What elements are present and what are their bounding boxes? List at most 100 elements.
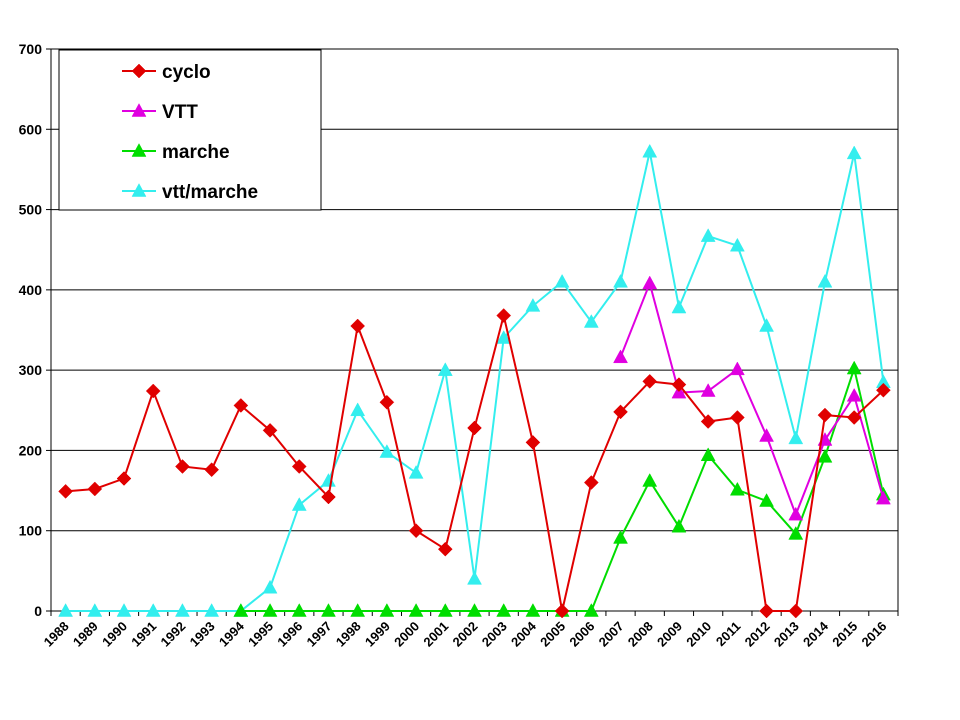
- data-point-1995: [262, 579, 278, 594]
- data-point-1996: [291, 497, 307, 511]
- series-cyclo: [58, 308, 891, 619]
- data-point-2001: [437, 603, 453, 617]
- x-tick-label-2004: 2004: [508, 618, 540, 650]
- data-point-2015: [846, 360, 862, 375]
- data-point-2004: [525, 298, 541, 312]
- series-vtt-marche: [58, 143, 891, 617]
- x-tick-label-1988: 1988: [41, 619, 72, 650]
- legend-label: cyclo: [162, 62, 211, 83]
- data-point-2007: [613, 530, 628, 544]
- legend-marker: [131, 143, 147, 157]
- data-point-1997: [321, 603, 336, 617]
- x-tick-label-2012: 2012: [742, 619, 773, 650]
- x-tick-label-1993: 1993: [187, 619, 218, 650]
- x-tick-label-1997: 1997: [304, 619, 335, 650]
- data-point-1996: [291, 459, 307, 474]
- data-point-2003: [496, 308, 512, 323]
- data-point-2003: [496, 603, 512, 617]
- data-point-2013: [788, 603, 804, 619]
- data-point-1989: [87, 481, 103, 497]
- data-point-2011: [729, 361, 745, 376]
- x-tick-label-2014: 2014: [800, 618, 832, 650]
- data-point-2010: [700, 414, 716, 429]
- x-tick-label-2011: 2011: [713, 619, 744, 650]
- x-tick-label-1989: 1989: [70, 619, 101, 650]
- data-point-1993: [204, 603, 220, 617]
- data-point-2012: [759, 493, 774, 507]
- data-point-1997: [321, 489, 336, 505]
- data-point-1994: [233, 398, 249, 413]
- data-point-1988: [58, 603, 74, 617]
- data-point-1995: [262, 423, 278, 438]
- legend: cyclo VTT marche vtt/marche: [58, 49, 322, 211]
- data-point-1999: [379, 444, 395, 458]
- data-point-2011: [729, 237, 745, 252]
- data-point-2010: [700, 447, 716, 462]
- data-point-1998: [350, 402, 366, 417]
- data-point-2009: [671, 299, 687, 314]
- x-tick-label-2002: 2002: [450, 619, 481, 650]
- x-tick-label-1990: 1990: [99, 619, 130, 650]
- data-point-1997: [321, 473, 336, 487]
- x-tick-label-1995: 1995: [245, 619, 276, 650]
- y-tick-label-300: 300: [19, 362, 43, 378]
- y-axis-ticks: 0 100 200 300 400 500 600 700: [19, 41, 51, 619]
- data-point-2012: [759, 603, 774, 619]
- data-point-1988: [58, 484, 73, 499]
- data-point-2011: [730, 410, 745, 425]
- data-point-2007: [613, 404, 628, 420]
- data-point-1999: [379, 394, 395, 410]
- legend-label: marche: [162, 142, 230, 163]
- data-point-2000: [408, 523, 424, 539]
- series-line: [619, 280, 885, 518]
- data-point-2013: [788, 526, 804, 540]
- data-point-2001: [437, 362, 453, 376]
- data-point-2012: [759, 318, 774, 332]
- data-point-1994: [233, 603, 249, 617]
- data-point-2000: [408, 603, 424, 617]
- y-tick-label-100: 100: [19, 523, 43, 539]
- series-layer: [58, 143, 891, 619]
- x-tick-label-2001: 2001: [420, 619, 451, 650]
- series-marche: [233, 360, 891, 617]
- data-point-1992: [175, 459, 190, 474]
- data-point-2008: [642, 275, 658, 290]
- data-point-2014: [817, 448, 833, 463]
- x-tick-label-2000: 2000: [391, 619, 422, 650]
- y-tick-label-400: 400: [19, 282, 43, 298]
- data-point-2010: [700, 383, 716, 397]
- data-point-2001: [437, 541, 453, 557]
- data-point-1998: [350, 318, 366, 334]
- data-point-2011: [729, 481, 745, 496]
- x-tick-label-2005: 2005: [537, 619, 568, 650]
- data-point-2016: [876, 382, 891, 398]
- data-point-2013: [788, 430, 804, 445]
- data-point-1993: [204, 462, 219, 478]
- x-tick-label-2010: 2010: [683, 619, 714, 650]
- legend-marker: [131, 183, 147, 197]
- data-point-2015: [846, 410, 862, 425]
- data-point-2007: [613, 273, 628, 288]
- data-point-2002: [467, 420, 482, 436]
- y-tick-label-600: 600: [19, 121, 43, 137]
- data-point-2006: [583, 314, 599, 328]
- data-point-2014: [817, 407, 833, 423]
- x-tick-label-2009: 2009: [654, 619, 685, 650]
- x-tick-label-2008: 2008: [625, 619, 656, 650]
- series-vtt: [613, 275, 891, 521]
- series-line: [65, 315, 885, 612]
- legend-box: [58, 49, 322, 211]
- legend-label: vtt/marche: [162, 182, 258, 203]
- y-tick-label-500: 500: [19, 202, 43, 218]
- y-tick-label-0: 0: [34, 603, 42, 619]
- x-tick-label-1998: 1998: [333, 619, 364, 650]
- data-point-2008: [642, 473, 658, 487]
- data-point-2008: [642, 374, 658, 389]
- data-point-2004: [525, 435, 541, 450]
- x-tick-label-2015: 2015: [829, 619, 860, 650]
- data-point-2013: [788, 506, 804, 521]
- data-point-2014: [817, 273, 833, 288]
- x-tick-label-2007: 2007: [596, 619, 627, 650]
- y-tick-label-700: 700: [19, 41, 43, 57]
